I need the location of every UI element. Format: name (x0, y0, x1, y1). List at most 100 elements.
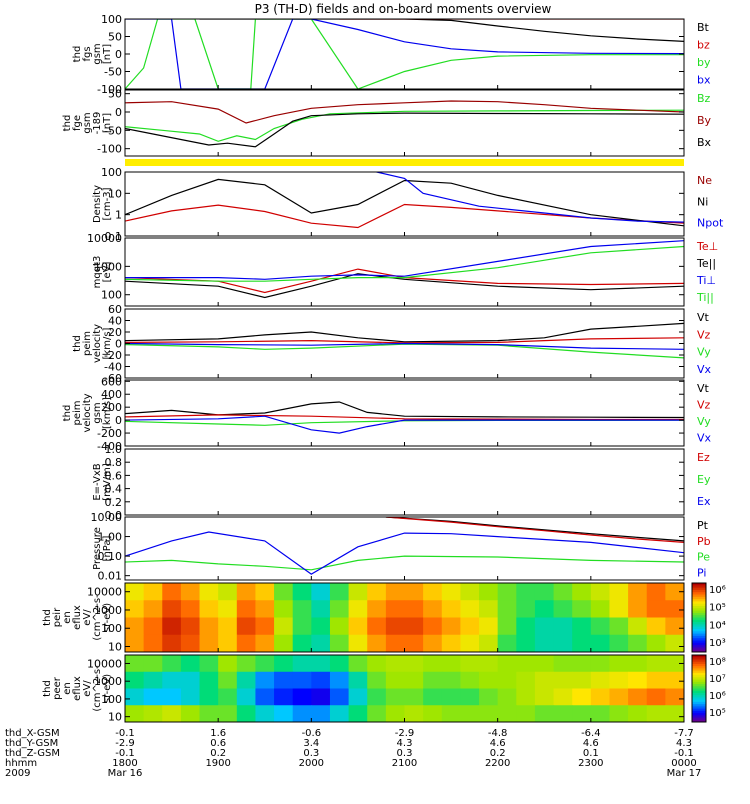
vel_e-ytick-label: -40 (104, 361, 122, 374)
elec_spec-cell (590, 671, 610, 689)
ion_spec-ytick-label: 10 (108, 641, 122, 654)
elec_spec-cell (441, 705, 461, 722)
elec_spec-cell (628, 671, 648, 689)
ion_spec-cell (479, 617, 499, 636)
ion_spec-colorbar-step (692, 622, 706, 625)
hhmm-tick-label: 2100 (392, 758, 417, 769)
ion_spec-cell (311, 617, 331, 636)
vel_i-ylabel: [km/s] (102, 397, 113, 429)
ion_spec-cell (497, 617, 517, 636)
pressure-ytick-label: 1.00 (98, 531, 123, 544)
pressure-series-0 (385, 517, 684, 542)
fgs-ylabel: thd (72, 46, 83, 63)
ion_spec-cell (236, 617, 256, 636)
ion_spec-cell (516, 600, 536, 618)
efield-ytick-label: 0.4 (105, 483, 123, 496)
ion_spec-cell (329, 634, 350, 652)
elec_spec-ytick-label: 100 (101, 693, 122, 706)
elec_spec-cell (292, 705, 312, 722)
ion_spec-cell (125, 583, 145, 601)
temperature-legend-entry: Te|| (696, 257, 716, 270)
ion_spec-cell (516, 583, 536, 601)
ion_spec-cell (199, 600, 219, 618)
ion_spec-colorbar-label: 10³ (709, 638, 726, 649)
ion_spec-cell (367, 634, 387, 652)
temperature-series-1 (125, 273, 684, 299)
elec_spec-cell (199, 671, 219, 689)
ion_spec-colorbar-step (692, 615, 706, 618)
elec_spec-cell (404, 671, 424, 689)
ion_spec-colorbar-step (692, 610, 706, 614)
elec_spec-colorbar-step (692, 679, 706, 683)
vel_e-series-3 (125, 342, 684, 350)
ion_spec-cell (348, 617, 368, 636)
vel_i-ytick-label: -200 (97, 427, 122, 440)
elec_spec-cell (572, 705, 592, 722)
temperature-series-group (125, 240, 684, 299)
ion_spec-cell (609, 634, 629, 652)
pressure-legend-entry: Pi (697, 566, 706, 579)
axis-row-value: 4.6 (583, 738, 599, 749)
elec_spec-colorbar-step (692, 668, 706, 672)
ion_spec-colorbar (691, 582, 707, 653)
elec_spec-cell (274, 655, 294, 673)
fgs-ylabel: [nT] (102, 44, 113, 64)
date-left: Mar 16 (108, 768, 143, 779)
elec_spec-cell (180, 655, 201, 673)
elec_spec-cell (572, 655, 592, 673)
ion_spec-cell (460, 617, 480, 636)
ion_spec-cell (516, 634, 536, 652)
elec_spec-colorbar-step (692, 672, 706, 676)
ion_spec-colorbar-step (692, 635, 706, 639)
ion_spec-colorbar-step (692, 606, 706, 609)
elec_spec-colorbar-step (692, 677, 706, 681)
elec_spec-cell (199, 705, 219, 722)
ion_spec-cell (367, 583, 387, 601)
elec_spec-cell (628, 705, 648, 722)
ion_spec-cell (199, 617, 219, 636)
elec_spec-cell (236, 655, 256, 673)
ion_spec-cell (553, 583, 573, 601)
pressure-series-3 (125, 531, 684, 575)
axis-row-value: 4.6 (490, 738, 506, 749)
elec_spec-cell (646, 688, 666, 706)
ion_spec-colorbar-step (692, 587, 706, 591)
elec_spec-colorbar-step (692, 688, 706, 692)
temperature-ylabel: mqqt3 (92, 256, 103, 289)
axis-row-value: 0.3 (303, 748, 319, 759)
elec_spec-ytick-label: 10 (108, 711, 122, 724)
ion_spec-cell (274, 634, 294, 652)
axis-row-value: 4.3 (397, 738, 413, 749)
vel_e-ylabel: thd (72, 335, 83, 352)
hhmm-tick-label: 1800 (112, 758, 137, 769)
elec_spec-ytick-label: 1000 (94, 675, 122, 688)
elec_spec-cell (125, 688, 145, 706)
vel_i-ytick-label: 600 (101, 375, 122, 388)
elec_spec-cell (497, 671, 517, 689)
elec_spec-colorbar (691, 654, 707, 723)
ion_spec-cell (311, 634, 331, 652)
vel_e-legend-entry: Vz (697, 328, 711, 341)
ion_spec-cell (479, 583, 499, 601)
elec_spec-cell (572, 688, 592, 706)
density-series-group (125, 172, 684, 229)
vel_e-ytick-label: -60 (104, 372, 122, 385)
elec_spec-cell (180, 688, 201, 706)
elec_spec-colorbar-step (692, 695, 706, 698)
ion_spec-cell (646, 583, 666, 601)
elec_spec-cell (553, 655, 573, 673)
ion_spec-cell (292, 600, 312, 618)
ion_spec-cell (274, 583, 294, 601)
ion_spec-cell (218, 634, 238, 652)
elec_spec-colorbar-step (692, 686, 706, 689)
ion_spec-cell (199, 583, 219, 601)
ion_spec-colorbar-step (692, 645, 706, 648)
elec_spec-ylabel: en (62, 682, 73, 695)
axis-row-label: 2009 (5, 768, 30, 779)
axis-row-value: -0.1 (115, 748, 135, 759)
ion_spec-cell (125, 600, 145, 618)
fge-series-1 (125, 100, 684, 124)
elec_spec-colorbar-step (692, 708, 706, 712)
axis-row-value: 0.3 (397, 748, 413, 759)
ion_spec-cell (646, 634, 666, 652)
